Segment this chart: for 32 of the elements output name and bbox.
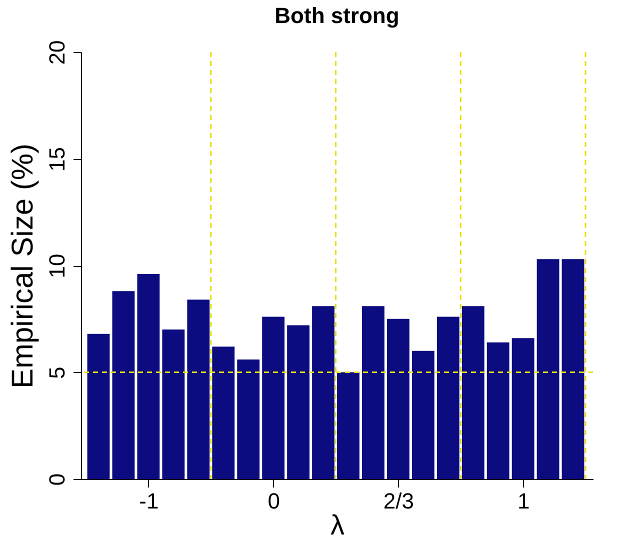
y-tick-label: 0 [44,473,70,486]
bar [562,259,584,479]
y-tick-label: 5 [44,366,70,379]
x-axis-title: λ [330,510,344,540]
x-tick-label: 1 [517,488,530,514]
bar [362,306,384,479]
bar [237,359,260,479]
y-axis-title: Empirical Size (%) [6,143,40,389]
bar [312,306,334,479]
bar [536,259,560,479]
bar [337,372,360,479]
bar [137,274,160,479]
bar [412,350,434,479]
bar [386,318,410,479]
bar [462,306,484,479]
bar [87,334,110,479]
bar [212,346,235,479]
bar [262,316,285,479]
bar [436,316,460,479]
y-tick-label: 20 [44,40,70,65]
x-tick-label: -1 [139,488,159,514]
bar [187,300,210,479]
bar [287,325,310,479]
x-tick-label: 0 [268,488,280,514]
chart-title: Both strong [274,2,400,28]
y-tick-label: 10 [44,254,70,278]
bar [486,342,510,479]
bar [512,338,534,479]
x-tick-label: 2/3 [383,488,414,514]
bar [162,330,185,479]
bar [112,291,135,479]
y-tick-label: 15 [44,147,70,172]
